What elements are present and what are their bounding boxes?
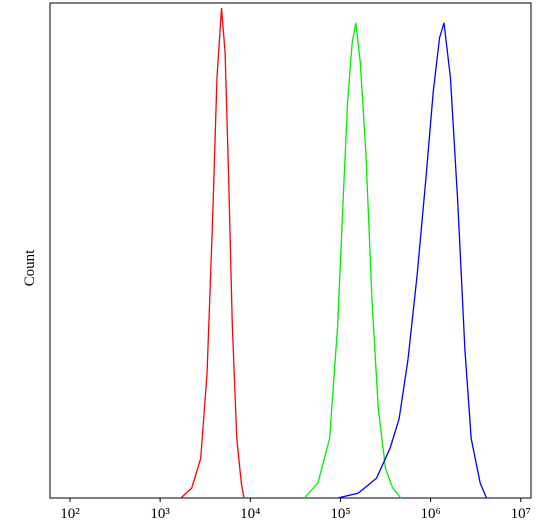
- histogram-line: [303, 22, 402, 499]
- x-tick-label: 10⁴: [240, 506, 260, 522]
- x-tick-label: 10⁷: [511, 506, 531, 522]
- histogram-line: [180, 7, 245, 499]
- x-tick-label: 10³: [150, 506, 170, 522]
- plot-frame: [49, 2, 532, 499]
- x-tick-label: 10⁵: [330, 506, 350, 522]
- y-axis-label: Count: [22, 249, 38, 287]
- x-tick-label: 10⁶: [420, 506, 440, 522]
- x-tick-label: 10²: [60, 506, 80, 522]
- histogram-line: [337, 22, 488, 499]
